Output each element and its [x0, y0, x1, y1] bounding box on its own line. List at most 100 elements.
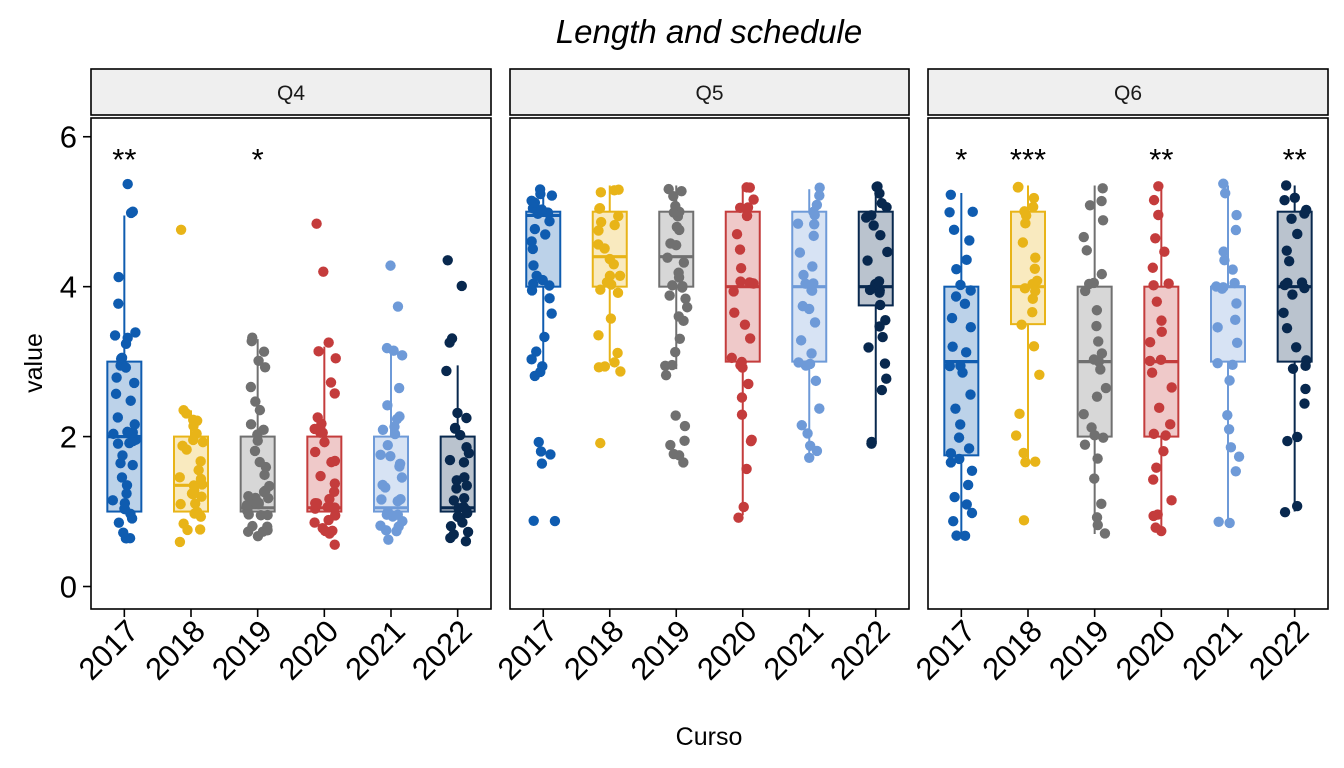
box-q4-2020 [306, 218, 343, 550]
data-point [1219, 254, 1230, 266]
data-point [1292, 228, 1303, 240]
data-point [676, 185, 687, 197]
data-point [444, 454, 456, 466]
data-point [245, 381, 257, 393]
data-point [1291, 500, 1303, 512]
data-point [961, 254, 972, 266]
data-point [953, 432, 965, 443]
data-point [866, 210, 877, 221]
data-point [1020, 210, 1032, 221]
data-point [258, 346, 270, 357]
data-point [1289, 192, 1300, 203]
box-q5-2018 [591, 184, 628, 449]
data-point [127, 459, 138, 471]
data-point [804, 440, 816, 451]
data-point [1160, 430, 1171, 441]
data-point [116, 472, 128, 483]
data-point [394, 411, 405, 422]
data-point [663, 183, 674, 195]
data-point [1230, 224, 1242, 236]
data-point [808, 278, 819, 289]
data-point [127, 206, 139, 217]
data-point [1279, 194, 1290, 206]
data-point [950, 291, 962, 302]
data-point [660, 369, 672, 381]
significance-label: *** [1010, 142, 1046, 177]
data-point [739, 319, 751, 330]
facet-strip-label: Q4 [277, 82, 305, 105]
data-point [534, 184, 546, 195]
data-point [544, 293, 555, 304]
data-point [125, 395, 136, 406]
significance-label: * [252, 142, 264, 177]
data-point [1030, 285, 1041, 297]
data-point [1031, 275, 1043, 287]
data-point [456, 280, 467, 292]
data-point [595, 216, 607, 228]
data-point [1153, 209, 1164, 221]
data-point [526, 236, 537, 247]
significance-label: ** [1149, 142, 1173, 177]
data-point [1229, 277, 1240, 289]
data-point [323, 337, 334, 348]
data-point [1010, 430, 1022, 441]
box-q4-2019: * [239, 142, 276, 542]
data-point [258, 424, 269, 436]
data-point [245, 419, 257, 430]
data-point [528, 260, 539, 271]
data-point [1278, 307, 1289, 319]
facet-strip-label: Q6 [1114, 82, 1142, 105]
data-point [734, 244, 746, 255]
data-point [1147, 262, 1158, 273]
data-point [329, 388, 340, 399]
data-point [967, 206, 978, 218]
data-point [1231, 209, 1242, 221]
data-point [1164, 419, 1176, 430]
data-point [806, 348, 817, 359]
data-point [117, 450, 128, 461]
data-point [814, 182, 825, 193]
x-tick-label: 2018 [975, 613, 1049, 687]
data-point [795, 335, 807, 346]
data-point [177, 440, 188, 452]
data-point [1027, 201, 1039, 213]
data-point [804, 358, 816, 370]
data-point [309, 517, 320, 528]
data-point [129, 419, 140, 430]
data-point [1014, 408, 1025, 420]
data-point [736, 409, 748, 420]
data-point [605, 313, 617, 324]
data-point [945, 189, 957, 200]
box-q4-2018 [173, 224, 209, 548]
data-point [458, 492, 470, 504]
data-point [959, 298, 971, 310]
x-tick-label: 2020 [1109, 613, 1183, 687]
data-point [1089, 430, 1100, 441]
data-point [1081, 245, 1092, 256]
x-tick-label: 2019 [205, 613, 279, 687]
data-point [673, 267, 684, 278]
data-point [1218, 178, 1229, 189]
data-point [129, 377, 140, 389]
data-point [178, 518, 189, 529]
data-point [866, 438, 877, 449]
data-point [1292, 431, 1303, 443]
data-point [1286, 213, 1297, 224]
data-point [736, 392, 748, 403]
x-tick-label: 2021 [1175, 613, 1249, 687]
data-point [539, 331, 550, 343]
data-point [1159, 246, 1170, 257]
significance-label: ** [1283, 142, 1307, 177]
data-point [946, 312, 958, 324]
x-tick-label: 2022 [405, 613, 479, 687]
data-point [1079, 439, 1091, 450]
data-point [809, 209, 820, 221]
data-point [670, 346, 681, 358]
data-point [966, 465, 978, 476]
data-point [1148, 510, 1159, 522]
data-point [862, 255, 873, 266]
data-point [613, 210, 624, 222]
data-point [945, 448, 957, 459]
data-point [441, 365, 452, 377]
data-point [318, 266, 329, 277]
